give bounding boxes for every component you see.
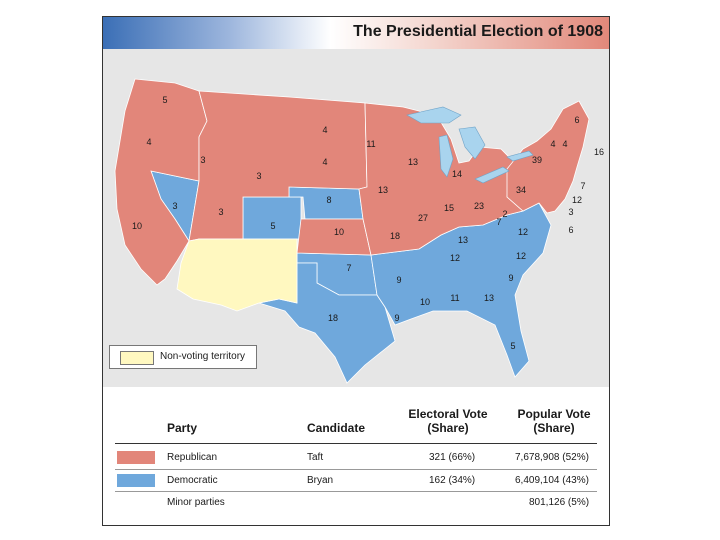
democratic-region: [150, 170, 552, 384]
ev-label-pa: 34: [516, 185, 526, 195]
row-republican-electoral: 321 (66%): [429, 452, 476, 463]
ev-label-ny: 39: [532, 155, 542, 165]
results-table: Party Candidate Electoral Vote (Share) P…: [103, 387, 609, 525]
ev-label-ia: 13: [378, 185, 388, 195]
ev-label-vt: 4: [550, 139, 555, 149]
header-candidate: Candidate: [307, 421, 366, 435]
ev-label-ky: 13: [458, 235, 468, 245]
ev-label-md: 6: [568, 225, 573, 235]
ev-label-wa: 5: [162, 95, 167, 105]
header-party: Party: [167, 421, 198, 435]
header-electoral-line1: Electoral Vote: [408, 407, 488, 421]
header-electoral-vote: Electoral Vote (Share): [403, 407, 493, 435]
democratic-swatch: [117, 474, 155, 487]
lake-erie: [474, 166, 510, 184]
row-democratic-electoral: 162 (34%): [429, 475, 476, 486]
ev-label-ri: 7: [580, 181, 585, 191]
ev-label-ar: 9: [396, 275, 401, 285]
electoral-vote-labels: 5 4 3 10 3 3 3 5 4 4 8 10 11 13 13 18 27…: [132, 95, 604, 351]
row-democratic-candidate: Bryan: [307, 475, 334, 486]
lake-ontario: [506, 150, 534, 162]
ev-label-wi: 13: [408, 157, 418, 167]
ev-label-tx: 18: [328, 313, 338, 323]
row-rule-1: [115, 469, 597, 470]
ev-label-id: 3: [200, 155, 205, 165]
map-legend: Non-voting territory: [109, 345, 257, 369]
ev-label-wv: 2: [502, 209, 507, 219]
ev-label-me: 6: [574, 115, 579, 125]
republican-region: [114, 78, 590, 286]
state-non-voting-territory: [176, 238, 298, 312]
ev-label-il: 27: [418, 213, 428, 223]
row-minor-popular: 801,126 (5%): [529, 497, 590, 508]
ev-label-nc: 12: [516, 251, 526, 261]
ev-label-al: 11: [450, 293, 459, 303]
ev-label-ms: 10: [420, 297, 430, 307]
ev-label-mi: 14: [452, 169, 462, 179]
row-democratic-popular: 6,409,104 (43%): [515, 475, 589, 486]
ev-label-mo: 18: [390, 231, 400, 241]
header-popular-vote: Popular Vote (Share): [509, 407, 599, 435]
ev-label-ne: 8: [326, 195, 331, 205]
great-lakes: [406, 106, 534, 184]
ev-label-la: 9: [394, 313, 399, 323]
header-popular-line1: Popular Vote: [517, 407, 591, 421]
row-republican-candidate: Taft: [307, 452, 324, 463]
figure-title: The Presidential Election of 1908: [353, 23, 603, 40]
row-republican-party: Republican: [167, 452, 218, 463]
ev-label-in: 15: [444, 203, 454, 213]
republican-swatch: [117, 451, 155, 464]
state-colorado: [242, 196, 302, 240]
ev-label-ut: 3: [218, 207, 223, 217]
ev-label-ks: 10: [334, 227, 344, 237]
non-voting-label: Non-voting territory: [160, 351, 246, 362]
lake-superior: [406, 106, 462, 124]
election-figure: The Presidential Election of 1908: [102, 16, 610, 526]
title-bar: The Presidential Election of 1908: [103, 17, 609, 49]
ev-label-fl: 5: [510, 341, 515, 351]
ev-label-nj: 12: [572, 195, 582, 205]
ev-label-nv: 3: [172, 201, 177, 211]
ev-label-tn: 12: [450, 253, 460, 263]
ev-label-va: 12: [518, 227, 528, 237]
ev-label-nh: 4: [562, 139, 567, 149]
ev-label-mn: 11: [366, 139, 375, 149]
lake-huron: [458, 126, 486, 160]
ev-label-sd: 4: [322, 157, 327, 167]
ev-label-ma: 16: [594, 147, 604, 157]
state-kansas: [296, 218, 372, 256]
ev-label-or: 4: [146, 137, 151, 147]
row-democratic-party: Democratic: [167, 475, 218, 486]
ev-label-oh: 23: [474, 201, 484, 211]
election-map: 5 4 3 10 3 3 3 5 4 4 8 10 11 13 13 18 27…: [103, 49, 609, 387]
ev-label-de: 3: [568, 207, 573, 217]
ev-label-co: 5: [270, 221, 275, 231]
ev-label-ga: 13: [484, 293, 494, 303]
row-rule-2: [115, 491, 597, 492]
ev-label-wy: 3: [256, 171, 261, 181]
ev-label-sc: 9: [508, 273, 513, 283]
lake-michigan: [438, 134, 454, 178]
ev-label-ok: 7: [346, 263, 351, 273]
state-northeast-red: [506, 100, 590, 214]
header-popular-line2: (Share): [533, 421, 575, 435]
header-electoral-line2: (Share): [427, 421, 469, 435]
ev-label-md-west: 7: [496, 217, 501, 227]
ev-label-nd: 4: [322, 125, 327, 135]
non-voting-swatch: [120, 351, 154, 365]
row-republican-popular: 7,678,908 (52%): [515, 452, 589, 463]
us-map: 5 4 3 10 3 3 3 5 4 4 8 10 11 13 13 18 27…: [114, 78, 604, 384]
header-rule: [115, 443, 597, 444]
row-minor-party: Minor parties: [167, 497, 225, 508]
ev-label-ca: 10: [132, 221, 142, 231]
